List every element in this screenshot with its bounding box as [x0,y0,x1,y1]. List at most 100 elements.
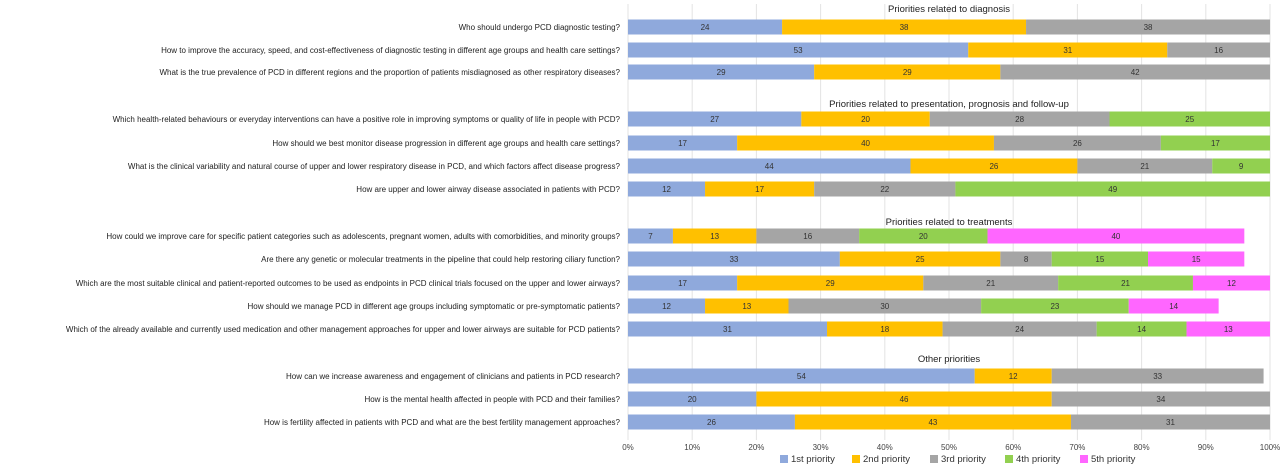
data-label: 29 [826,279,835,288]
legend-label: 3rd priority [941,454,986,465]
bar-segment [801,111,930,127]
x-axis: 0% 10% 20% 30% 40% 50% 60% 70% 80% 90% 100% [622,443,1280,452]
bar-segment [1186,321,1270,337]
x-tick-label: 80% [1134,443,1150,452]
data-label: 42 [1131,68,1140,77]
bar-segment [1070,414,1270,430]
legend-swatch [1005,455,1013,463]
bar-segment [981,298,1129,314]
legend: 1st priority 2nd priority 3rd priority 4th … [780,454,1136,465]
data-label: 12 [662,302,671,311]
bar-segment [814,181,956,197]
section-titles: Priorities related to diagnosis Prioritie… [829,4,1069,365]
section-title: Priorities related to diagnosis [888,4,1010,15]
question-labels: Who should undergo PCD diagnostic testin… [66,23,621,427]
data-label: 17 [678,279,687,288]
bar-segment [628,135,738,151]
data-label: 16 [1214,46,1223,55]
x-tick-label: 50% [941,443,957,452]
question-label: How is the mental health affected in peo… [364,395,620,404]
data-label: 38 [1144,23,1153,32]
data-label: 46 [900,395,909,404]
data-label: 15 [1192,255,1201,264]
bar-segment [1058,275,1193,291]
bar-segment [1167,42,1270,58]
data-label: 28 [1015,115,1024,124]
data-label: 29 [903,68,912,77]
question-label: How should we best monitor disease progr… [272,139,620,148]
data-label: 21 [986,279,995,288]
data-label: 9 [1239,162,1244,171]
bar-segment [672,228,757,244]
bar-segment [1000,64,1270,80]
data-label: 27 [710,115,719,124]
legend-swatch [1080,455,1088,463]
legend-label: 2nd priority [863,454,910,465]
legend-label: 1st priority [791,454,835,465]
x-tick-label: 40% [877,443,893,452]
data-label: 38 [900,23,909,32]
data-label: 13 [742,302,751,311]
data-label: 8 [1024,255,1029,264]
bar-segment [756,228,860,244]
bar-segment [1128,298,1219,314]
bar-segment [929,111,1110,127]
question-label: How are upper and lower airway disease a… [356,185,620,194]
bar-segment [705,181,815,197]
data-label: 12 [662,185,671,194]
data-label: 20 [919,232,928,241]
data-label: 17 [678,139,687,148]
x-tick-label: 30% [813,443,829,452]
bar-segment [910,158,1078,174]
bar-segment [705,298,789,314]
bar-segment [923,275,1059,291]
bar-segment [1109,111,1270,127]
legend-label: 4th priority [1016,454,1061,465]
bar-segment [987,228,1245,244]
question-label: How could we improve care for specific p… [106,232,620,241]
data-label: 44 [765,162,774,171]
question-label: Which health-related behaviours or every… [113,115,621,124]
data-label: 31 [723,325,732,334]
data-label: 33 [729,255,738,264]
bar-segment [788,298,982,314]
data-label: 24 [701,23,710,32]
section-title: Priorities related to presentation, prog… [829,99,1069,110]
data-label: 26 [1073,139,1082,148]
question-label: What is the true prevalence of PCD in di… [159,68,620,77]
bar-segment [628,181,706,197]
data-label: 7 [648,232,653,241]
legend-swatch [930,455,938,463]
x-tick-label: 70% [1069,443,1085,452]
data-label: 26 [989,162,998,171]
bar-segment [628,42,969,58]
bar-segment [968,42,1168,58]
data-label: 20 [688,395,697,404]
bar-segment [628,228,673,244]
bar-segment [814,64,1001,80]
section-title: Priorities related to treatments [886,217,1013,228]
question-label: Which of the already available and curre… [66,325,621,334]
data-label: 34 [1156,395,1165,404]
x-tick-label: 10% [684,443,700,452]
bar-segment [628,298,706,314]
bar-segment [628,251,840,267]
data-label: 31 [1166,418,1175,427]
legend-swatch [852,455,860,463]
bar-segment [1051,391,1270,407]
data-label: 20 [861,115,870,124]
bar-segment [1077,158,1213,174]
data-label: 17 [755,185,764,194]
data-label: 31 [1063,46,1072,55]
data-label: 15 [1095,255,1104,264]
bar-segment [1026,19,1270,35]
data-label: 12 [1227,279,1236,288]
data-label: 25 [916,255,925,264]
section-title: Other priorities [918,354,981,365]
bar-segment [1160,135,1270,151]
x-tick-label: 20% [748,443,764,452]
data-label: 17 [1211,139,1220,148]
bar-segment [1096,321,1187,337]
bar-segment [859,228,988,244]
question-label: How can we increase awareness and engage… [286,372,621,381]
